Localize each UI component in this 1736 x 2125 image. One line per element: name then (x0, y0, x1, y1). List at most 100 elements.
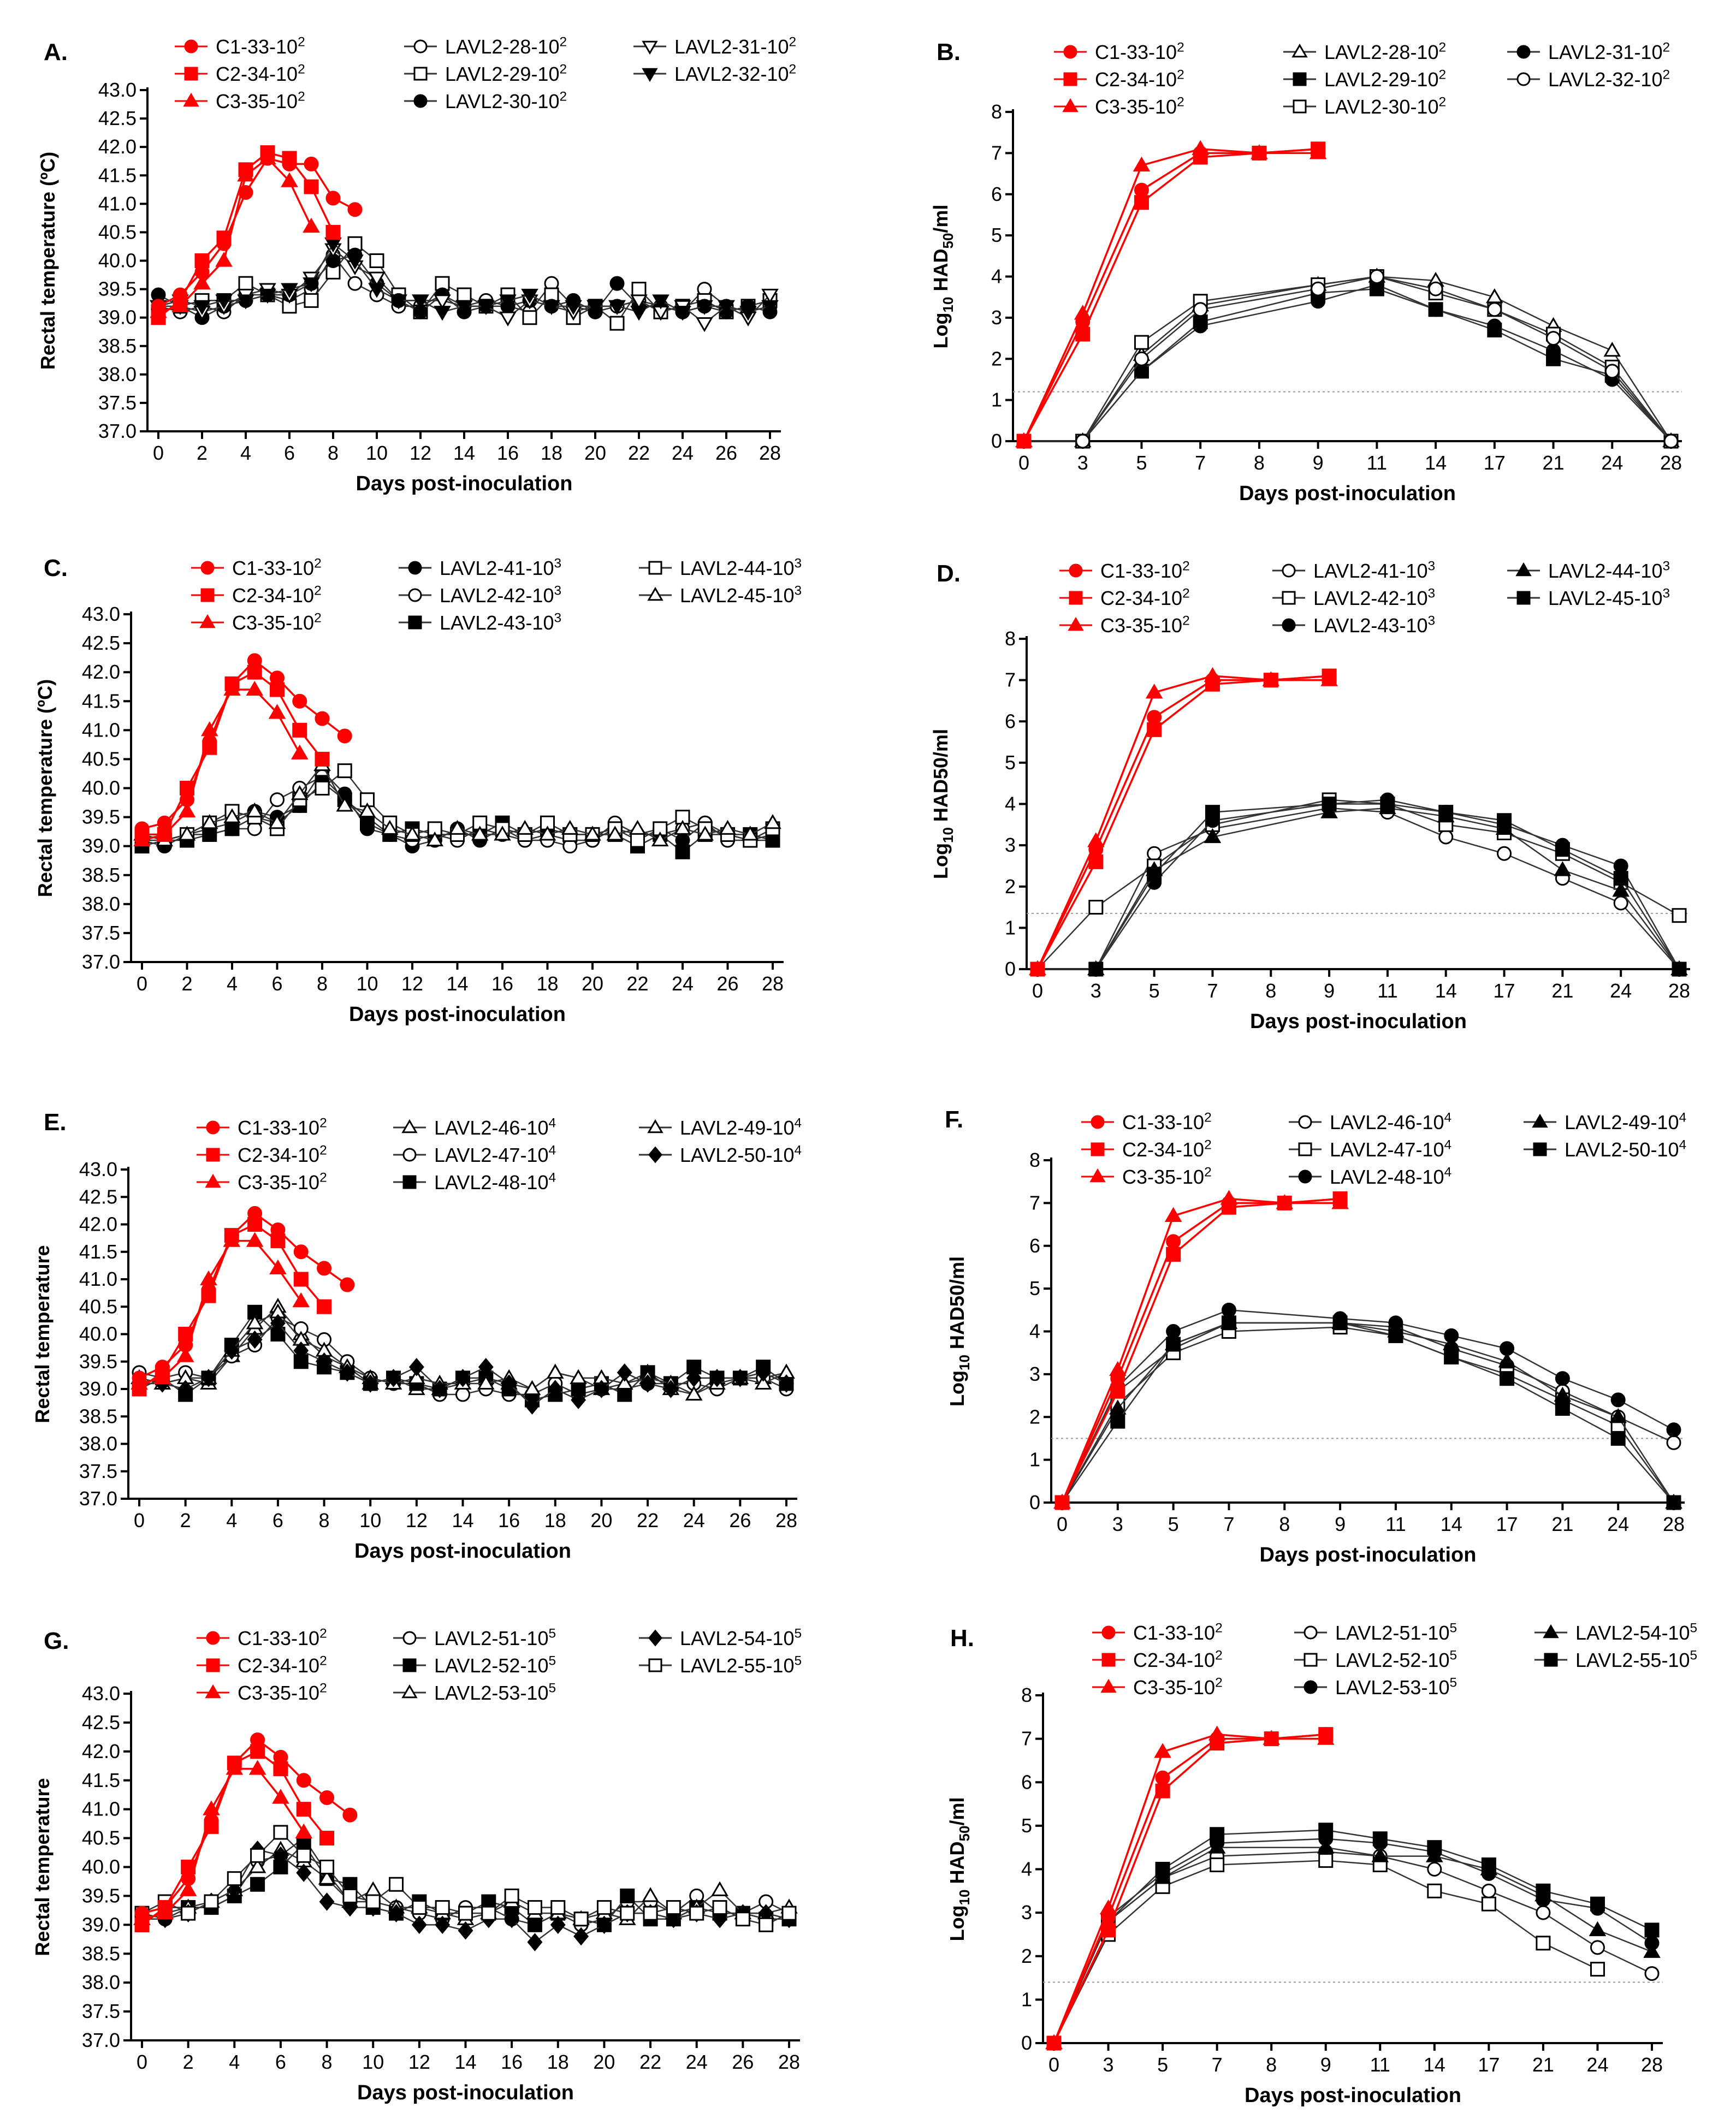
x-tick-label: 3 (1091, 980, 1101, 1002)
panel-label: B. (937, 39, 961, 66)
legend-label: LAVL2-29-102 (445, 62, 567, 85)
legend-marker (648, 1658, 662, 1672)
data-point (246, 680, 264, 696)
data-point (368, 271, 386, 287)
series-line (1061, 1309, 1674, 1503)
data-point (203, 1800, 220, 1815)
legend-label: C3-35-102 (1122, 1165, 1212, 1188)
legend: C1-33-102 C2-34-102 C3-35-102 LAVL2-28-102 L… (1054, 40, 1670, 118)
y-tick-label: 7 (1005, 669, 1016, 691)
data-point (1193, 318, 1208, 334)
series-line (1038, 807, 1680, 970)
data-point (643, 1906, 658, 1921)
y-tick-label: 40.0 (79, 1323, 117, 1345)
data-point (504, 1888, 519, 1903)
series-2 (131, 1232, 310, 1390)
data-point (227, 1881, 242, 1900)
x-tick-label: 17 (1478, 2053, 1500, 2076)
data-point (711, 1881, 728, 1896)
data-point (200, 1270, 217, 1286)
y-axis-label: Log10 HAD50/ml (946, 1797, 973, 1942)
x-tick-label: 24 (686, 2051, 708, 2073)
legend-marker (1543, 1624, 1559, 1639)
series-2 (1015, 140, 1327, 448)
x-tick-label: 5 (1168, 1513, 1179, 1535)
data-point (292, 1292, 310, 1308)
legend-label: LAVL2-31-102 (1548, 40, 1670, 63)
y-tick-label: 41.5 (82, 1769, 120, 1791)
chart-panel-f: F. 0 1 2 3 4 5 6 7 8 0 3 5 7 8 9 11 14 17 21 24 28 Days post-i… (945, 1106, 1686, 1566)
chart-panel-e: E.37.037.538.038.539.039.540.040.541.041… (31, 1109, 802, 1563)
y-tick-label: 3 (1029, 1363, 1040, 1385)
y-tick-label: 5 (991, 224, 1002, 246)
data-point (246, 1232, 264, 1247)
data-point (481, 1906, 496, 1921)
data-point (686, 1369, 702, 1387)
data-point (411, 1915, 427, 1934)
data-point (1590, 1940, 1605, 1955)
legend-marker (183, 92, 199, 107)
y-tick-label: 41.5 (82, 690, 120, 712)
data-point (342, 1807, 358, 1823)
x-tick-label: 5 (1136, 452, 1147, 474)
x-tick-label: 14 (453, 442, 475, 464)
legend-marker (642, 68, 658, 82)
series-2 (133, 1760, 313, 1925)
y-tick-label: 42.5 (79, 1185, 117, 1208)
legend-label: C2-34-102 (1133, 1648, 1223, 1671)
data-point (340, 1277, 355, 1292)
data-point (269, 1259, 287, 1274)
y-tick-label: 38.5 (98, 335, 137, 357)
y-tick-label: 0 (1029, 1491, 1040, 1513)
y-tick-label: 4 (991, 265, 1002, 288)
data-point (250, 1848, 265, 1863)
data-point (1481, 1896, 1496, 1912)
legend-marker (1100, 1678, 1117, 1693)
data-point (1666, 1422, 1681, 1438)
data-point (1322, 797, 1337, 811)
series-line (1061, 1197, 1341, 1503)
data-point (608, 300, 626, 316)
data-point (368, 283, 386, 298)
x-tick-label: 10 (356, 972, 378, 995)
legend-marker (1091, 1142, 1105, 1156)
data-point (223, 1232, 241, 1247)
data-point (1555, 842, 1570, 857)
legend-label: LAVL2-32-102 (1548, 67, 1670, 91)
legend-label: C1-33-102 (1100, 559, 1190, 582)
data-point (1210, 1827, 1225, 1842)
legend-marker (402, 1175, 417, 1189)
data-point (652, 294, 669, 310)
data-point (200, 721, 218, 737)
x-tick-label: 5 (1157, 2053, 1168, 2076)
x-tick-label: 22 (637, 1509, 659, 1532)
y-tick-label: 38.5 (79, 1405, 117, 1427)
y-tick-label: 38.0 (82, 1971, 120, 1993)
data-point (712, 1910, 727, 1928)
data-point (1109, 1399, 1127, 1415)
data-point (1609, 1408, 1627, 1423)
data-point (272, 1789, 289, 1804)
y-tick-label: 42.5 (82, 632, 120, 654)
data-point (1193, 302, 1208, 317)
x-axis-label: Days post-inoculation (349, 1003, 566, 1026)
y-tick-label: 1 (991, 389, 1002, 411)
panel-label: G. (44, 1628, 69, 1654)
x-tick-label: 12 (401, 972, 423, 995)
data-point (596, 1900, 612, 1915)
legend-label: C3-35-102 (1095, 94, 1184, 118)
x-tick-label: 22 (639, 2051, 661, 2073)
series-line (1024, 276, 1672, 442)
legend-marker (1062, 98, 1079, 112)
legend-label: LAVL2-47-104 (434, 1143, 556, 1166)
series-line (1053, 1838, 1652, 2044)
data-point (156, 826, 174, 841)
data-point (1481, 1883, 1496, 1898)
chart-panel-h: H. 0 1 2 3 4 5 6 7 8 0 3 5 7 8 9 11 14 17 21 24 28 Days post-i… (946, 1621, 1697, 2107)
series-4 (1054, 1320, 1681, 1510)
x-tick-label: 18 (544, 1509, 566, 1532)
legend-marker (1293, 99, 1307, 114)
data-point (1590, 1896, 1605, 1912)
legend-marker (200, 561, 215, 575)
y-tick-label: 2 (991, 347, 1002, 370)
